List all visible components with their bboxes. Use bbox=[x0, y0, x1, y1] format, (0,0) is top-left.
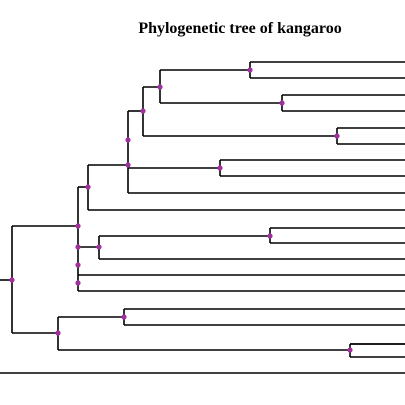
tree-node bbox=[75, 223, 81, 229]
tree-node bbox=[157, 84, 163, 90]
tree-title: Phylogenetic tree of kangaroo bbox=[138, 20, 342, 37]
tree-node bbox=[334, 133, 340, 139]
tree-node bbox=[75, 280, 81, 286]
tree-node bbox=[9, 277, 15, 283]
tree-node bbox=[75, 244, 81, 250]
tree-node bbox=[267, 233, 273, 239]
tree-node bbox=[75, 262, 81, 268]
tree-node bbox=[121, 314, 127, 320]
tree-node bbox=[125, 137, 131, 143]
tree-node bbox=[96, 244, 102, 250]
tree-node bbox=[85, 184, 91, 190]
tree-node bbox=[247, 67, 253, 73]
tree-node bbox=[347, 347, 353, 353]
tree-node bbox=[279, 100, 285, 106]
tree-node bbox=[125, 162, 131, 168]
tree-node bbox=[217, 165, 223, 171]
tree-node bbox=[140, 108, 146, 114]
tree-node bbox=[55, 330, 61, 336]
